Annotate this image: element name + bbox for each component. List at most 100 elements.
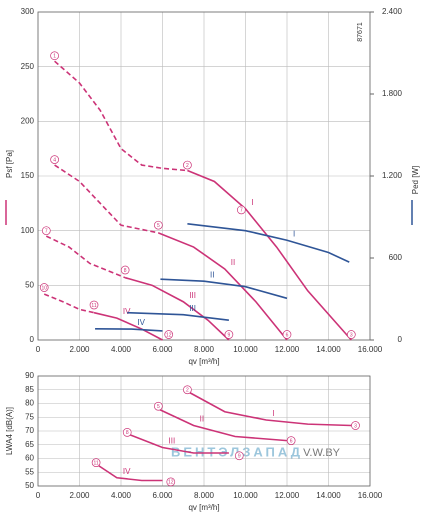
point-marker — [282, 330, 292, 339]
x-tick-label: 10.000 — [233, 491, 258, 500]
x-tick-label: 0 — [36, 491, 41, 500]
y-tick-label: 75 — [25, 412, 34, 421]
series-label: IV — [123, 307, 131, 316]
watermark-url: V.W.BY — [303, 447, 341, 459]
point-marker-label: 7 — [240, 208, 243, 214]
point-marker-label: 3 — [350, 332, 353, 338]
y-tick-label: 60 — [25, 454, 34, 463]
series-label: I — [293, 229, 295, 238]
point-marker-label: 8 — [124, 268, 127, 274]
series-line — [158, 408, 288, 442]
watermark: ВЕНТЭЛЗАПАД — [171, 444, 303, 459]
point-marker — [224, 330, 234, 339]
x-tick-label: 12.000 — [275, 491, 300, 500]
y-tick-label: 80 — [25, 399, 34, 408]
x-tick-label: 6.000 — [152, 491, 173, 500]
x-axis-label: qv [m³/h] — [188, 357, 219, 366]
y2-tick-label: 2.400 — [382, 7, 403, 16]
series-label: IV — [123, 467, 131, 476]
x-tick-label: 16.000 — [358, 345, 383, 354]
point-marker — [346, 330, 356, 339]
point-marker-label: 7 — [45, 228, 48, 234]
plot-frame — [37, 11, 371, 341]
x-tick-label: 2.000 — [69, 345, 90, 354]
point-marker — [154, 401, 163, 411]
x-tick-label: 16.000 — [358, 491, 383, 500]
y2-tick-label: 1.200 — [382, 171, 403, 180]
series-label: I — [272, 409, 274, 418]
series-line — [93, 311, 163, 341]
point-marker-label: 3 — [354, 423, 357, 429]
y2-tick-label: 1.800 — [382, 89, 403, 98]
y-axis-label: Psf [Pa] — [5, 150, 14, 178]
y-tick-label: 70 — [25, 426, 34, 435]
series-line — [126, 433, 229, 454]
y2-tick-label: 600 — [389, 253, 403, 262]
annotation: 87671 — [357, 22, 364, 42]
point-marker — [286, 436, 296, 445]
series-label: I — [252, 198, 254, 207]
point-marker-label: 8 — [126, 430, 129, 436]
point-marker — [50, 155, 59, 164]
x-tick-label: 0 — [36, 345, 41, 354]
series-line — [189, 391, 352, 427]
series-line — [187, 169, 352, 341]
point-marker — [183, 160, 192, 170]
series-line — [54, 164, 159, 234]
y-tick-label: 90 — [25, 371, 34, 380]
point-marker-label: 11 — [91, 303, 96, 309]
plot-frame — [37, 375, 371, 487]
y-tick-label: 100 — [21, 226, 35, 235]
x-tick-label: 4.000 — [111, 491, 132, 500]
y-tick-label: 50 — [25, 280, 34, 289]
point-marker — [351, 421, 360, 430]
point-marker — [39, 283, 49, 292]
x-axis-label: qv [m³/h] — [188, 503, 219, 512]
y-tick-label: 250 — [21, 62, 35, 71]
point-marker-label: 12 — [166, 332, 172, 338]
point-marker — [154, 220, 163, 230]
series-label: II — [231, 258, 235, 267]
point-marker-label: 10 — [41, 285, 47, 291]
point-marker-label: 12 — [168, 480, 174, 486]
point-marker-label: 9 — [228, 332, 231, 338]
point-marker — [164, 330, 174, 339]
point-marker-label: 5 — [157, 404, 160, 410]
y2-tick-label: 0 — [398, 335, 403, 344]
point-marker — [234, 451, 244, 461]
point-marker-label: 2 — [186, 388, 189, 394]
y-tick-label: 0 — [30, 335, 35, 344]
y-tick-label: 55 — [25, 467, 34, 476]
x-tick-label: 12.000 — [275, 345, 300, 354]
series-line — [127, 311, 229, 321]
x-tick-label: 8.000 — [194, 491, 215, 500]
x-tick-label: 14.000 — [316, 491, 341, 500]
point-marker — [166, 477, 176, 487]
series-label: III — [189, 304, 196, 313]
y-tick-label: 200 — [21, 116, 35, 125]
x-tick-label: 14.000 — [316, 345, 341, 354]
series-line — [187, 223, 350, 263]
y-tick-label: 300 — [21, 7, 35, 16]
point-marker-label: 5 — [157, 223, 160, 229]
point-marker-label: 1 — [53, 54, 56, 60]
point-marker — [50, 51, 59, 61]
series-line — [95, 463, 163, 482]
series-line — [95, 327, 163, 332]
point-marker-label: 9 — [238, 454, 241, 460]
y-tick-label: 150 — [21, 171, 35, 180]
x-tick-label: 2.000 — [69, 491, 90, 500]
x-tick-label: 10.000 — [233, 345, 258, 354]
x-tick-label: 4.000 — [111, 345, 132, 354]
y2-axis-label: Ped [W] — [411, 166, 420, 194]
series-line — [45, 235, 126, 279]
y-tick-label: 50 — [25, 481, 34, 490]
series-label: III — [189, 291, 196, 300]
series-line — [160, 278, 288, 300]
y-tick-label: 65 — [25, 440, 34, 449]
point-marker — [122, 428, 132, 437]
point-marker — [120, 265, 130, 275]
point-marker — [237, 205, 246, 215]
series-label: III — [169, 437, 176, 446]
